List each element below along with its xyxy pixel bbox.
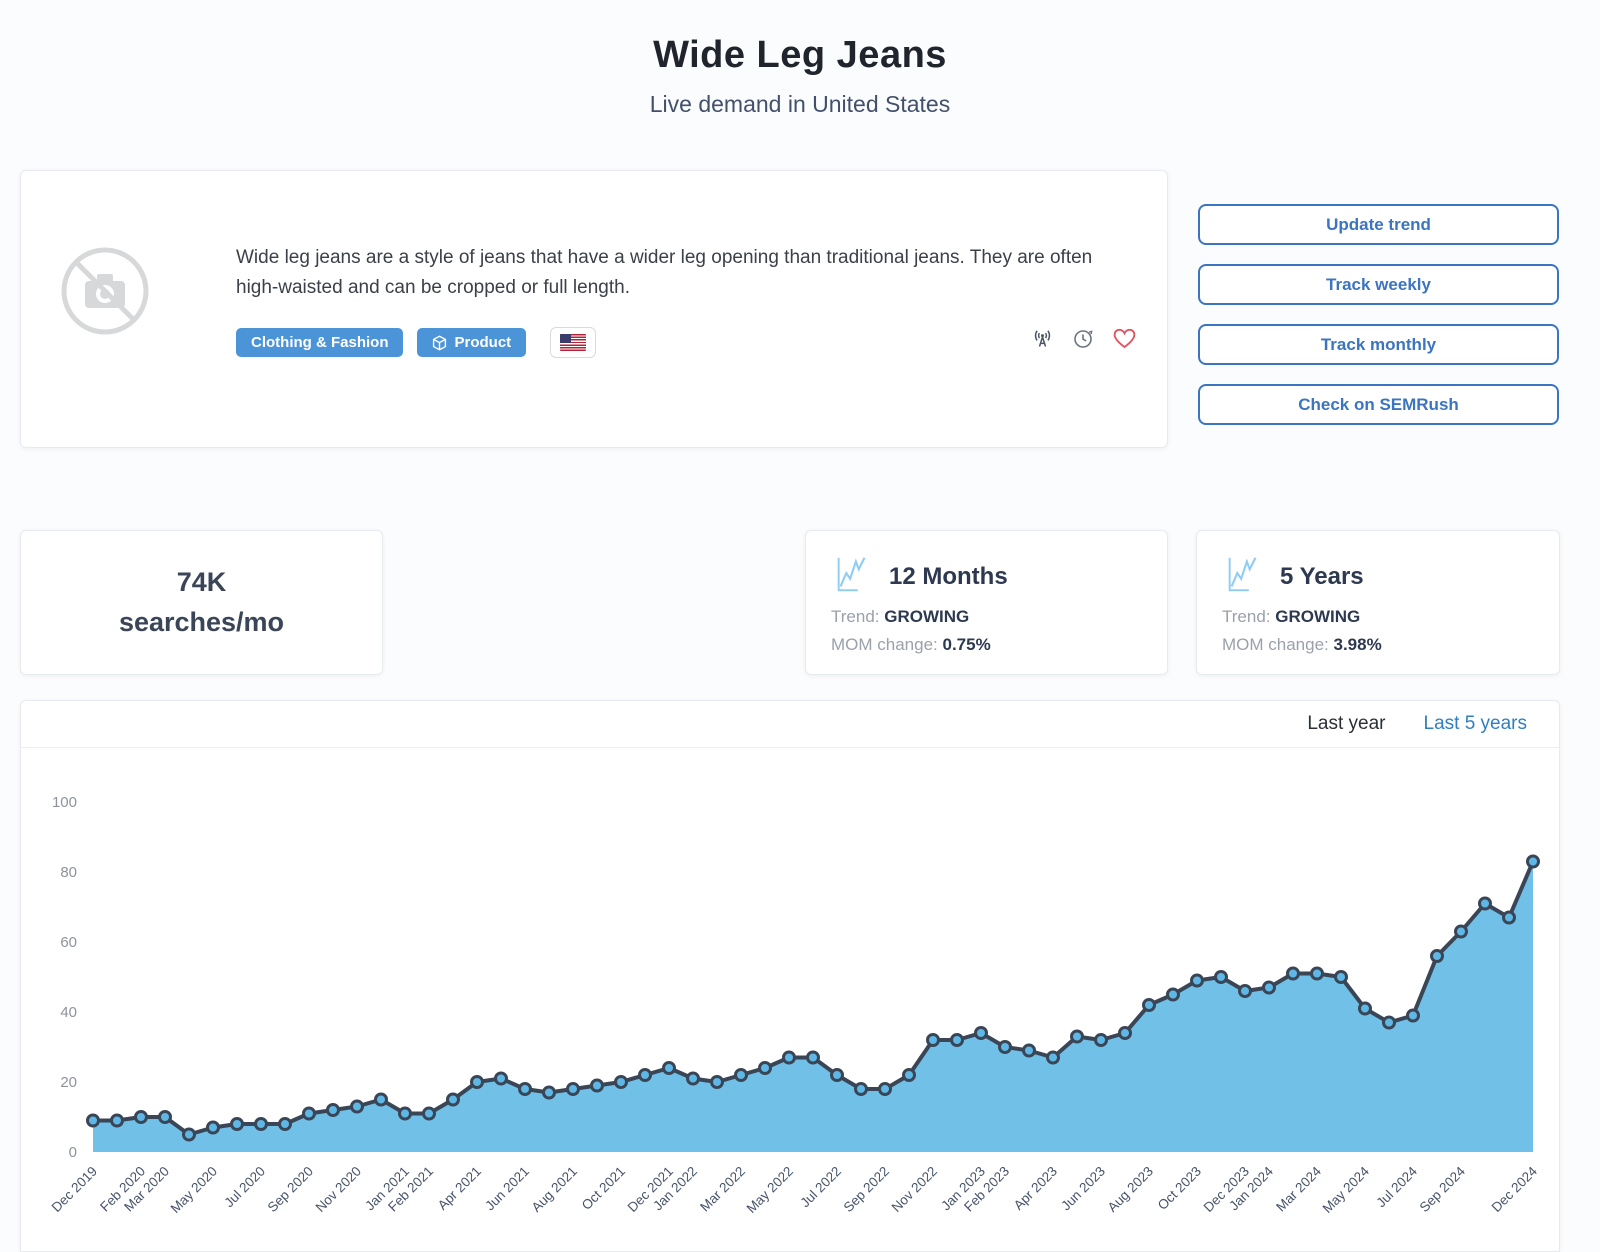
svg-text:Apr 2023: Apr 2023 — [1011, 1164, 1060, 1213]
svg-text:100: 100 — [52, 794, 77, 811]
svg-text:Nov 2020: Nov 2020 — [313, 1164, 364, 1215]
cube-icon — [432, 335, 447, 351]
svg-text:Jul 2020: Jul 2020 — [221, 1164, 268, 1211]
no-image-placeholder-icon — [59, 245, 151, 337]
svg-text:May 2024: May 2024 — [1320, 1163, 1373, 1216]
svg-text:Dec 2024: Dec 2024 — [1489, 1163, 1541, 1215]
svg-text:Aug 2021: Aug 2021 — [529, 1164, 580, 1215]
card-action-icons — [1030, 326, 1137, 350]
page-title: Wide Leg Jeans — [653, 34, 947, 76]
five-years-mom: MOM change: 3.98% — [1222, 635, 1382, 654]
search-volume-card: 74K searches/mo — [20, 530, 383, 675]
us-flag-icon — [560, 334, 587, 351]
twelve-months-title: 12 Months — [889, 562, 1008, 590]
svg-text:May 2022: May 2022 — [744, 1164, 797, 1217]
svg-text:Oct 2023: Oct 2023 — [1155, 1164, 1204, 1213]
page-header: Wide Leg Jeans Live demand in United Sta… — [0, 34, 1600, 118]
svg-text:80: 80 — [60, 864, 77, 881]
svg-text:60: 60 — [60, 934, 77, 951]
tab-last-5-years[interactable]: Last 5 years — [1423, 713, 1528, 734]
trend-chart-icon — [831, 553, 875, 600]
svg-text:Jul 2022: Jul 2022 — [797, 1164, 844, 1211]
twelve-months-trend: Trend: GROWING — [831, 607, 970, 626]
svg-text:Jun 2021: Jun 2021 — [482, 1164, 532, 1214]
search-volume-value: 74K — [176, 567, 227, 598]
update-trend-button[interactable]: Update trend — [1198, 204, 1559, 245]
svg-text:Sep 2020: Sep 2020 — [265, 1164, 316, 1215]
history-icon[interactable] — [1072, 327, 1095, 350]
chart-range-tabs: Last year Last 5 years — [21, 701, 1559, 748]
svg-text:Mar 2024: Mar 2024 — [1273, 1163, 1324, 1214]
check-semrush-button[interactable]: Check on SEMRush — [1198, 384, 1559, 425]
trend-info-card: Wide leg jeans are a style of jeans that… — [20, 170, 1168, 448]
broadcast-icon[interactable] — [1030, 326, 1055, 350]
five-years-trend-value: GROWING — [1275, 607, 1361, 626]
product-tag-label: Product — [454, 334, 512, 351]
svg-text:Oct 2021: Oct 2021 — [579, 1164, 628, 1213]
svg-text:0: 0 — [69, 1144, 77, 1161]
svg-text:Aug 2023: Aug 2023 — [1105, 1164, 1156, 1215]
svg-text:Jun 2023: Jun 2023 — [1058, 1164, 1108, 1214]
svg-text:Nov 2022: Nov 2022 — [889, 1164, 940, 1215]
twelve-months-mom-value: 0.75% — [942, 635, 991, 654]
five-years-mom-value: 3.98% — [1333, 635, 1382, 654]
five-years-trend: Trend: GROWING — [1222, 607, 1361, 626]
twelve-months-trend-value: GROWING — [884, 607, 970, 626]
trend-chart-icon — [1222, 553, 1266, 600]
search-volume-unit: searches/mo — [118, 606, 285, 637]
tab-last-year[interactable]: Last year — [1307, 713, 1386, 734]
twelve-months-mom: MOM change: 0.75% — [831, 635, 991, 654]
track-weekly-button[interactable]: Track weekly — [1198, 264, 1559, 305]
category-tag[interactable]: Clothing & Fashion — [236, 328, 404, 357]
product-tag[interactable]: Product — [417, 328, 527, 357]
svg-text:Jul 2024: Jul 2024 — [1373, 1163, 1420, 1210]
svg-text:Mar 2022: Mar 2022 — [697, 1164, 748, 1215]
trend-chart-card: Last year Last 5 years 0 20 40 60 80 100 Dec 2… — [20, 700, 1560, 1252]
five-years-title: 5 Years — [1280, 562, 1364, 590]
svg-text:20: 20 — [60, 1074, 77, 1091]
svg-text:May 2020: May 2020 — [168, 1164, 221, 1217]
tag-row: Clothing & Fashion Product — [236, 327, 597, 358]
track-monthly-button[interactable]: Track monthly — [1198, 324, 1559, 365]
svg-text:Apr 2021: Apr 2021 — [435, 1164, 484, 1213]
svg-text:40: 40 — [60, 1004, 77, 1021]
svg-text:Sep 2022: Sep 2022 — [841, 1164, 892, 1215]
twelve-months-card: 12 Months Trend: GROWING MOM change: 0.7… — [805, 530, 1168, 675]
favorite-heart-icon[interactable] — [1112, 327, 1137, 350]
category-tag-label: Clothing & Fashion — [251, 334, 389, 351]
page-subtitle: Live demand in United States — [649, 91, 951, 117]
svg-text:Sep 2024: Sep 2024 — [1417, 1163, 1469, 1215]
country-flag-chip[interactable] — [550, 327, 597, 358]
five-years-card: 5 Years Trend: GROWING MOM change: 3.98% — [1196, 530, 1560, 675]
trend-description: Wide leg jeans are a style of jeans that… — [236, 247, 1093, 299]
svg-text:Dec 2019: Dec 2019 — [49, 1164, 100, 1215]
trend-area-chart: 0 20 40 60 80 100 Dec 2019 Feb 2020 Mar 2020 May … — [21, 748, 1561, 1252]
